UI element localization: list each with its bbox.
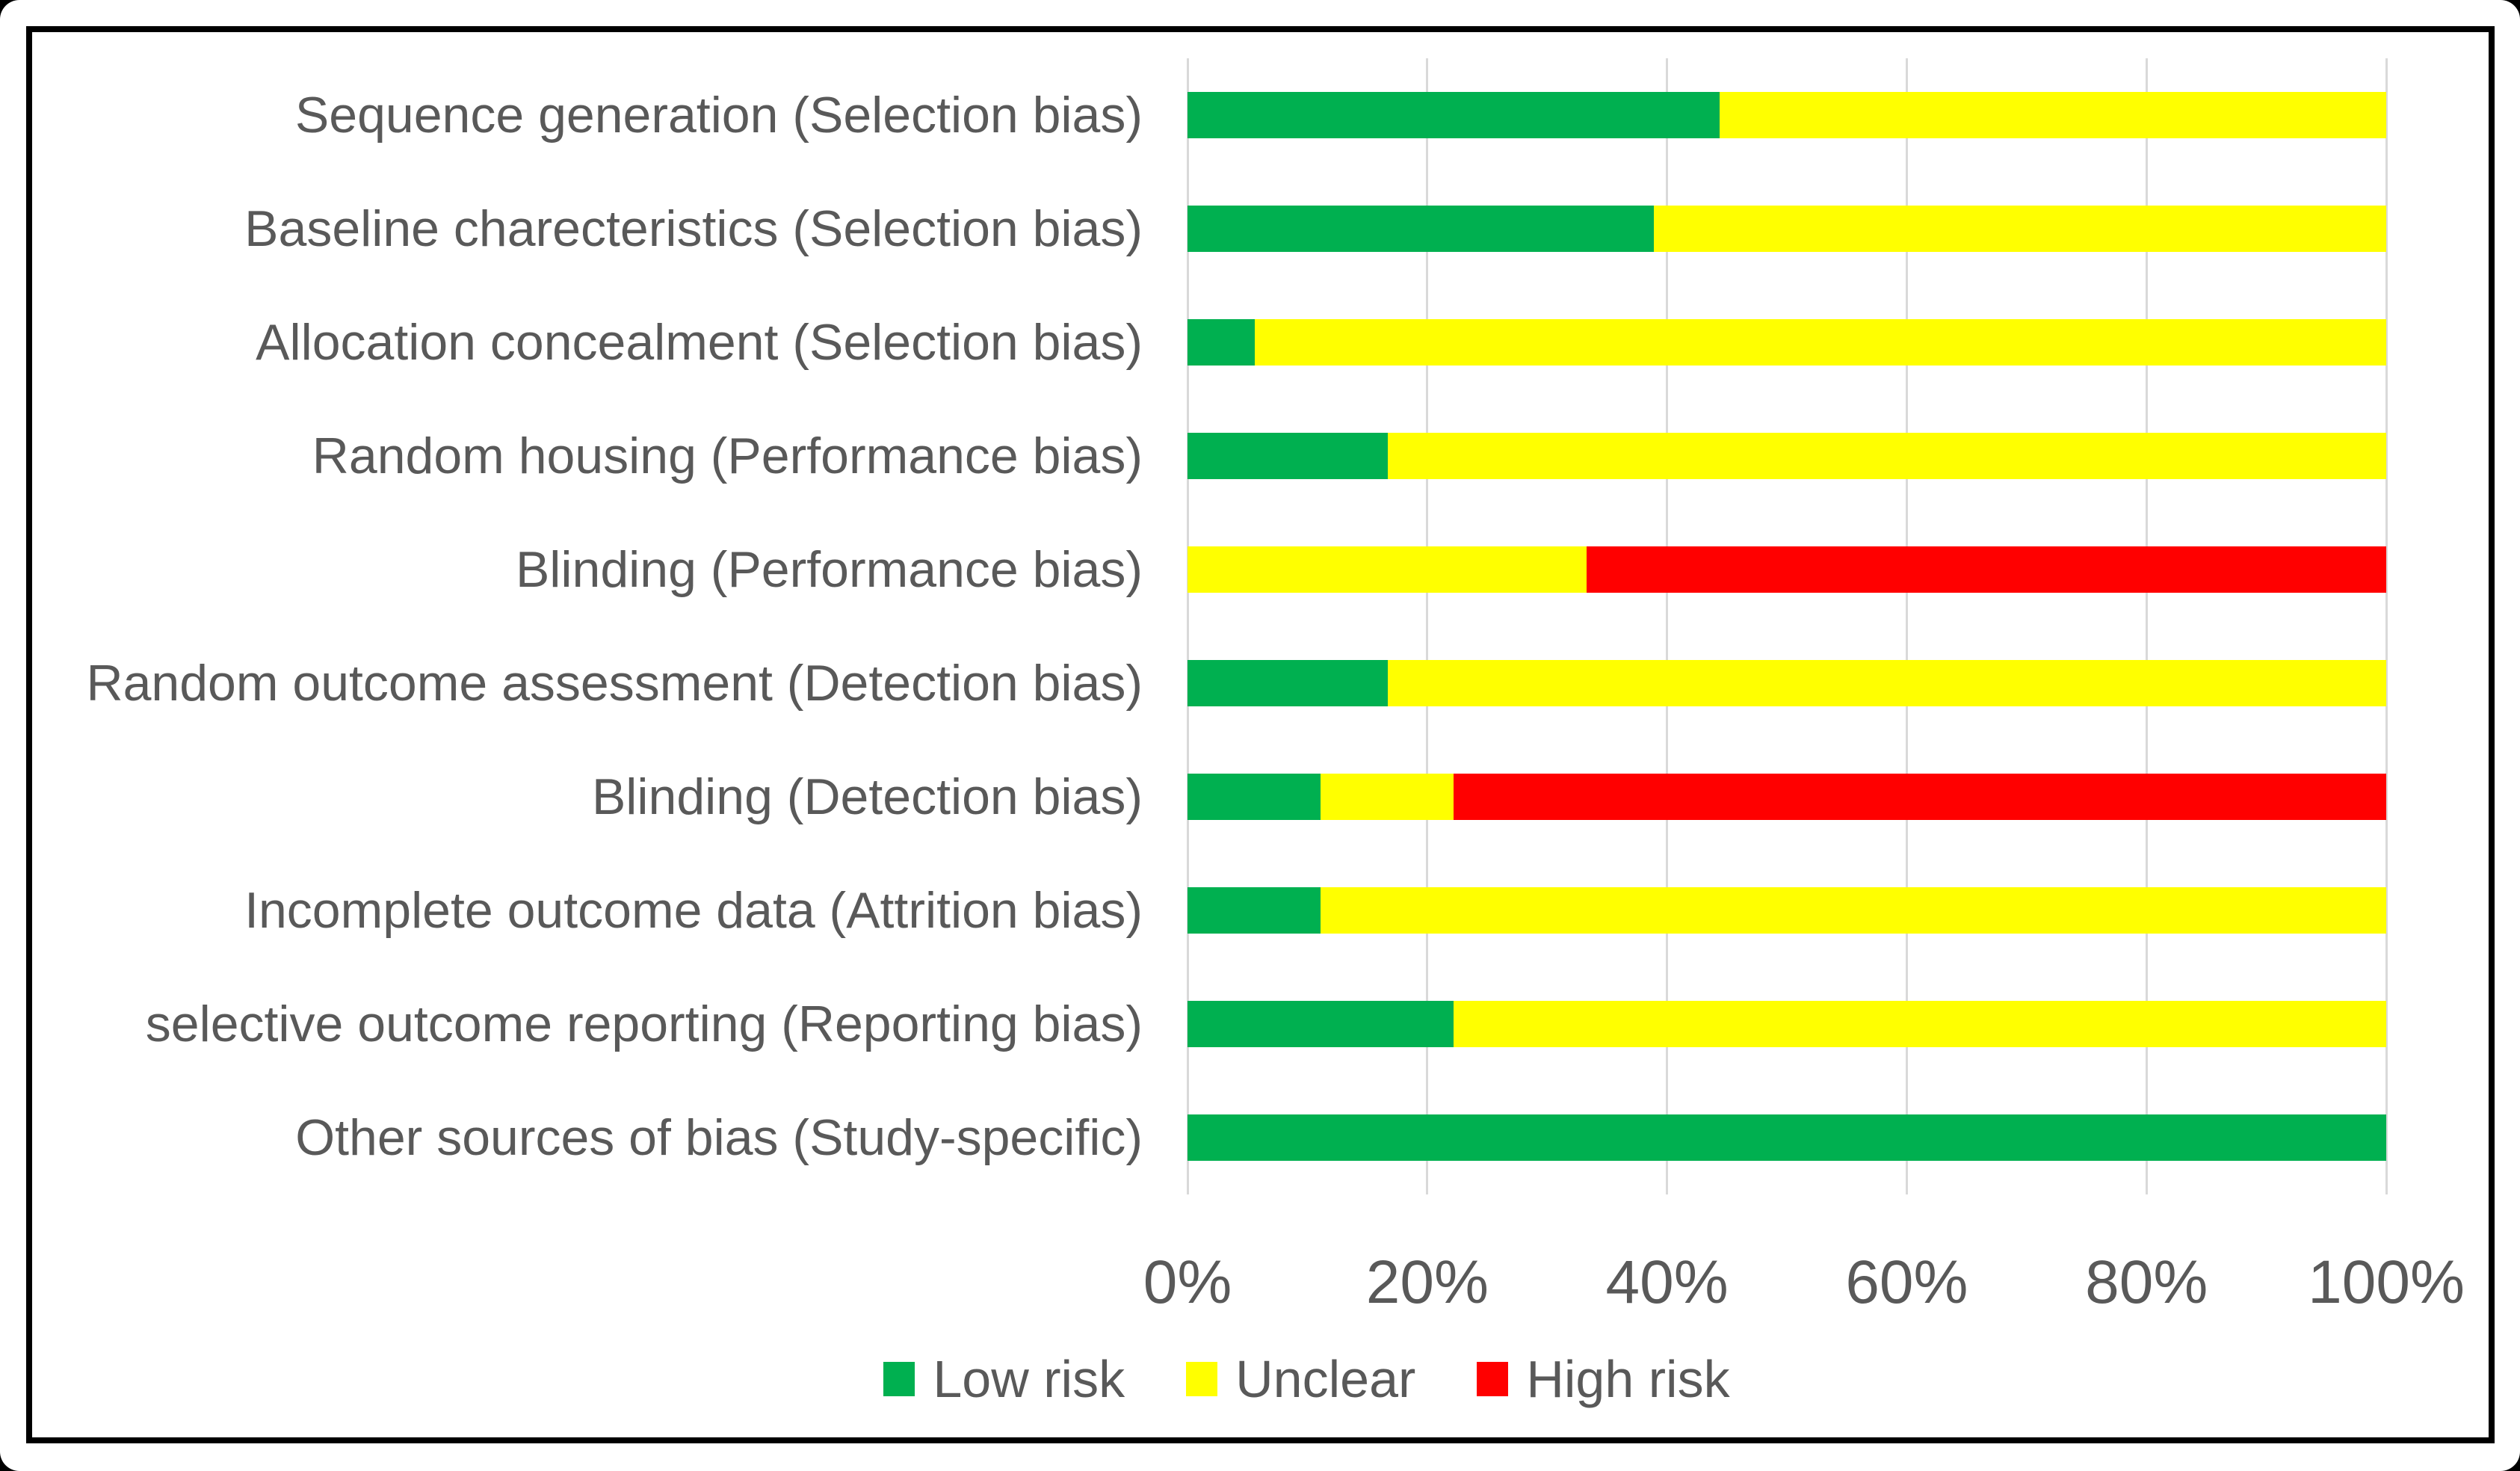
stacked-bar (1188, 546, 2386, 593)
stacked-bar (1188, 660, 2386, 706)
category-label: Random outcome assessment (Detection bia… (86, 654, 1143, 712)
category-label: Random housing (Performance bias) (312, 427, 1143, 484)
risk-of-bias-figure: Sequence generation (Selection bias) Base… (26, 26, 2495, 1443)
gridline-60- (1905, 58, 1908, 1194)
bar-segment-low-risk (1188, 660, 1388, 706)
legend-swatch-low-risk (883, 1362, 915, 1396)
bar-segment-high-risk (1587, 546, 2386, 593)
stacked-bar (1188, 206, 2386, 252)
bar-segment-low-risk (1188, 206, 1654, 252)
category-label: Incomplete outcome data (Attrition bias) (244, 881, 1143, 939)
bar-segment-unclear (1653, 206, 2386, 252)
x-tick-label: 20% (1365, 1248, 1489, 1316)
chart-row: Incomplete outcome data (Attrition bias) (32, 854, 2386, 967)
category-label: Sequence generation (Selection bias) (294, 86, 1143, 144)
x-tick-label: 100% (2308, 1248, 2465, 1316)
category-label: Baseline charecteristics (Selection bias… (244, 200, 1143, 257)
x-tick-label: 40% (1605, 1248, 1729, 1316)
bar-rows: Sequence generation (Selection bias) Base… (32, 58, 2386, 1194)
bar-segment-unclear (1387, 433, 2386, 479)
bar-segment-low-risk (1188, 319, 1255, 366)
bar-segment-unclear (1188, 546, 1587, 593)
bar-segment-low-risk (1188, 1114, 2386, 1161)
category-label: Allocation concealment (Selection bias) (256, 313, 1143, 371)
bar-segment-unclear (1387, 660, 2386, 706)
x-tick-label: 60% (1845, 1248, 1968, 1316)
bar-segment-high-risk (1454, 774, 2386, 820)
bar-segment-unclear (1321, 887, 2386, 934)
legend-label: Low risk (933, 1350, 1125, 1408)
bar-segment-unclear (1720, 92, 2386, 138)
stacked-bar (1188, 319, 2386, 366)
bar-segment-low-risk (1188, 887, 1321, 934)
bar-segment-low-risk (1188, 774, 1321, 820)
chart-row: Sequence generation (Selection bias) (32, 58, 2386, 172)
chart-row: Baseline charecteristics (Selection bias… (32, 172, 2386, 286)
legend: Low risk Unclear High risk (32, 1342, 2489, 1416)
category-label: Blinding (Detection bias) (591, 768, 1143, 825)
gridline-100- (2385, 58, 2388, 1194)
chart-row: Random outcome assessment (Detection bia… (32, 626, 2386, 740)
gridline-40- (1666, 58, 1669, 1194)
chart-row: Blinding (Detection bias) (32, 740, 2386, 854)
plot-gridlines (1186, 58, 2388, 1194)
stacked-bar (1188, 1114, 2386, 1161)
legend-label: High risk (1526, 1350, 1730, 1408)
x-tick-label: 80% (2085, 1248, 2208, 1316)
stacked-bar (1188, 887, 2386, 934)
x-tick-label: 0% (1143, 1248, 1232, 1316)
category-label: Other sources of bias (Study-specific) (295, 1108, 1143, 1166)
stacked-bar (1188, 92, 2386, 138)
legend-item-low-risk: Low risk (883, 1349, 1125, 1409)
gridline-20- (1426, 58, 1429, 1194)
bar-segment-unclear (1321, 774, 1454, 820)
bar-segment-unclear (1254, 319, 2386, 366)
x-axis-tick-labels: 0% 20% 40% 60% 80% 100% (1143, 1239, 2465, 1325)
category-label: selective outcome reporting (Reporting b… (145, 995, 1143, 1052)
bar-segment-low-risk (1188, 1001, 1454, 1047)
chart-row: Random housing (Performance bias) (32, 399, 2386, 513)
category-label: Blinding (Performance bias) (515, 540, 1143, 598)
stacked-bar (1188, 433, 2386, 479)
chart-row: selective outcome reporting (Reporting b… (32, 967, 2386, 1081)
legend-label: Unclear (1235, 1350, 1416, 1408)
chart-row: Allocation concealment (Selection bias) (32, 286, 2386, 399)
bar-segment-low-risk (1188, 92, 1720, 138)
legend-item-high-risk: High risk (1477, 1349, 1730, 1409)
gridline-0- (1186, 58, 1189, 1194)
gridline-80- (2145, 58, 2148, 1194)
legend-swatch-high-risk (1477, 1362, 1509, 1396)
chart-row: Other sources of bias (Study-specific) (32, 1081, 2386, 1194)
chart-row: Blinding (Performance bias) (32, 513, 2386, 626)
stacked-bar (1188, 1001, 2386, 1047)
stacked-bar (1188, 774, 2386, 820)
legend-item-unclear: Unclear (1186, 1349, 1415, 1409)
bar-segment-low-risk (1188, 433, 1388, 479)
legend-swatch-unclear (1186, 1362, 1218, 1396)
bar-segment-unclear (1454, 1001, 2386, 1047)
